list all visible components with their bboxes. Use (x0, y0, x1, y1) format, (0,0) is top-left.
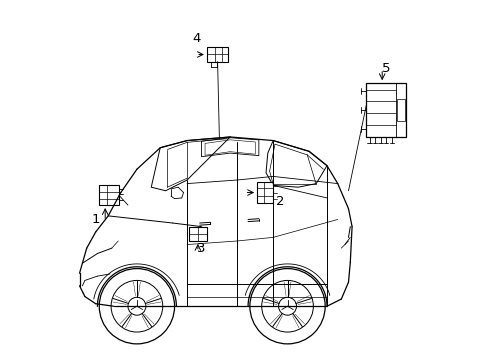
Text: 2: 2 (276, 195, 284, 208)
Polygon shape (206, 47, 228, 62)
Polygon shape (188, 226, 206, 241)
Polygon shape (366, 83, 405, 137)
Polygon shape (257, 182, 273, 203)
Text: 1: 1 (91, 213, 100, 226)
Text: 3: 3 (197, 242, 205, 255)
Text: 5: 5 (381, 62, 389, 75)
Polygon shape (99, 185, 119, 205)
Text: 4: 4 (191, 32, 200, 45)
